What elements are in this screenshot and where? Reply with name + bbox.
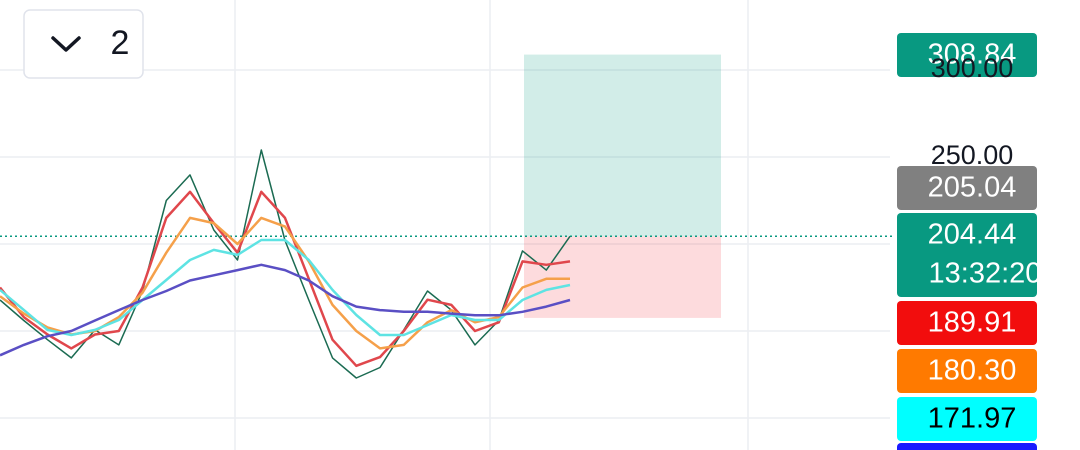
price-tag-label: 308.84: [928, 39, 1017, 71]
chevron-icon: [51, 36, 81, 52]
interval-label: 2: [111, 24, 130, 62]
y-tick-label: 250.00: [931, 140, 1014, 170]
price-tag: [897, 213, 1037, 297]
series-line: [0, 263, 571, 357]
hidden-tag: [897, 443, 1037, 450]
price-tag: [897, 349, 1037, 393]
price-tag: [897, 33, 1037, 77]
price-tag-label: 205.04: [928, 172, 1017, 204]
plot: [0, 54, 895, 379]
profit-zone: [524, 54, 721, 237]
series-line: [0, 149, 571, 379]
series-line: [0, 190, 571, 368]
button-box[interactable]: [23, 9, 144, 79]
price-tag-label: 171.97: [928, 403, 1017, 435]
price-tag: [897, 301, 1037, 345]
layout-grid: [0, 0, 890, 450]
price-tags: 308.84 205.04 204.44 13:32:20 189.91 180.30 17…: [897, 33, 1041, 441]
y-tick-label: 300.00: [931, 53, 1014, 83]
price-tag-label: 180.30: [928, 355, 1017, 387]
price-tag-label: 189.91: [928, 307, 1017, 339]
price-tag-label: 204.44: [928, 219, 1017, 251]
countdown-label: 13:32:20: [929, 258, 1042, 290]
price-tag: [897, 397, 1037, 441]
series-line: [0, 238, 571, 337]
interval-button[interactable]: 2: [23, 9, 144, 79]
price-tag: [897, 166, 1037, 210]
